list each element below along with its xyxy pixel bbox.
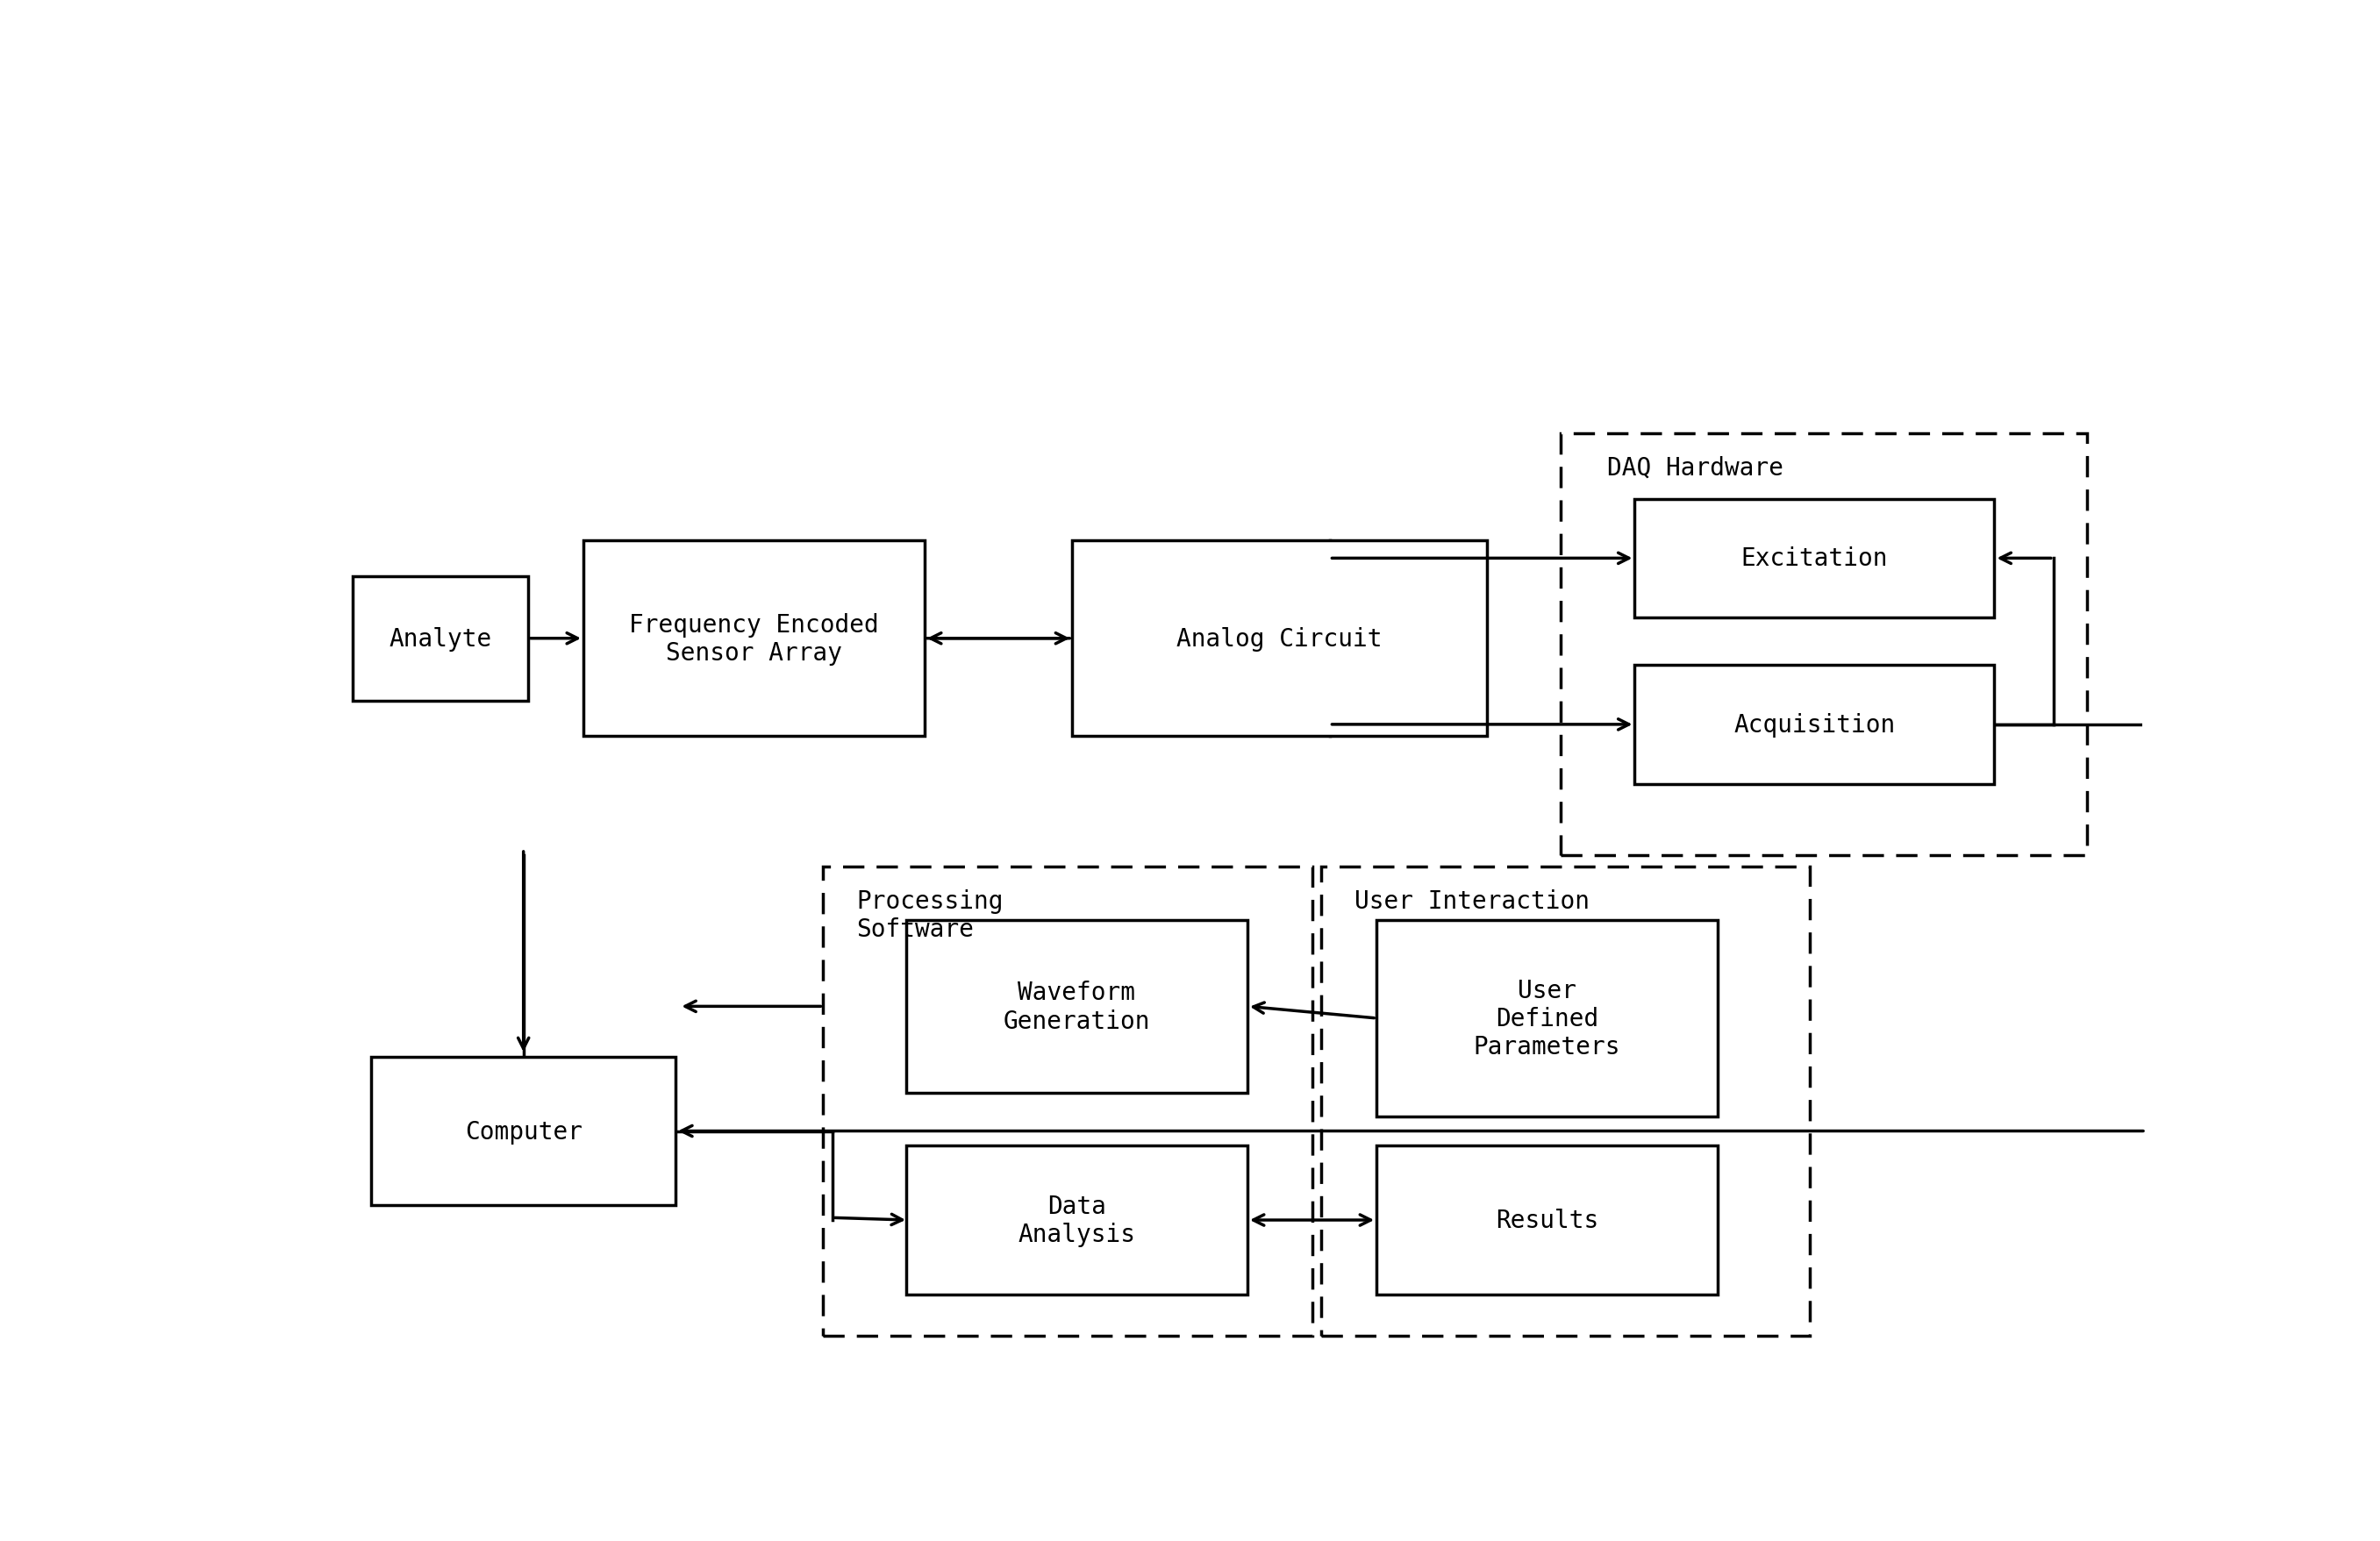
FancyBboxPatch shape bbox=[907, 920, 1247, 1093]
FancyBboxPatch shape bbox=[1635, 666, 1994, 784]
Text: DAQ Hardware: DAQ Hardware bbox=[1607, 456, 1783, 479]
FancyBboxPatch shape bbox=[1073, 541, 1488, 737]
FancyBboxPatch shape bbox=[371, 1057, 676, 1205]
FancyBboxPatch shape bbox=[1376, 920, 1718, 1116]
Text: Computer: Computer bbox=[464, 1119, 583, 1143]
Text: Analyte: Analyte bbox=[388, 627, 493, 650]
Text: User
Defined
Parameters: User Defined Parameters bbox=[1473, 979, 1621, 1059]
Text: Frequency Encoded
Sensor Array: Frequency Encoded Sensor Array bbox=[628, 612, 878, 666]
Text: Analog Circuit: Analog Circuit bbox=[1176, 627, 1383, 650]
Text: Waveform
Generation: Waveform Generation bbox=[1004, 980, 1150, 1032]
Text: Acquisition: Acquisition bbox=[1733, 712, 1894, 737]
FancyBboxPatch shape bbox=[1376, 1147, 1718, 1294]
Text: User Interaction: User Interaction bbox=[1354, 889, 1590, 914]
Text: Processing
Software: Processing Software bbox=[857, 889, 1004, 942]
FancyBboxPatch shape bbox=[352, 576, 528, 701]
FancyBboxPatch shape bbox=[907, 1147, 1247, 1294]
Text: Data
Analysis: Data Analysis bbox=[1019, 1194, 1135, 1247]
FancyBboxPatch shape bbox=[583, 541, 923, 737]
Text: Excitation: Excitation bbox=[1742, 547, 1887, 572]
FancyBboxPatch shape bbox=[1635, 499, 1994, 618]
Text: Results: Results bbox=[1495, 1208, 1599, 1233]
